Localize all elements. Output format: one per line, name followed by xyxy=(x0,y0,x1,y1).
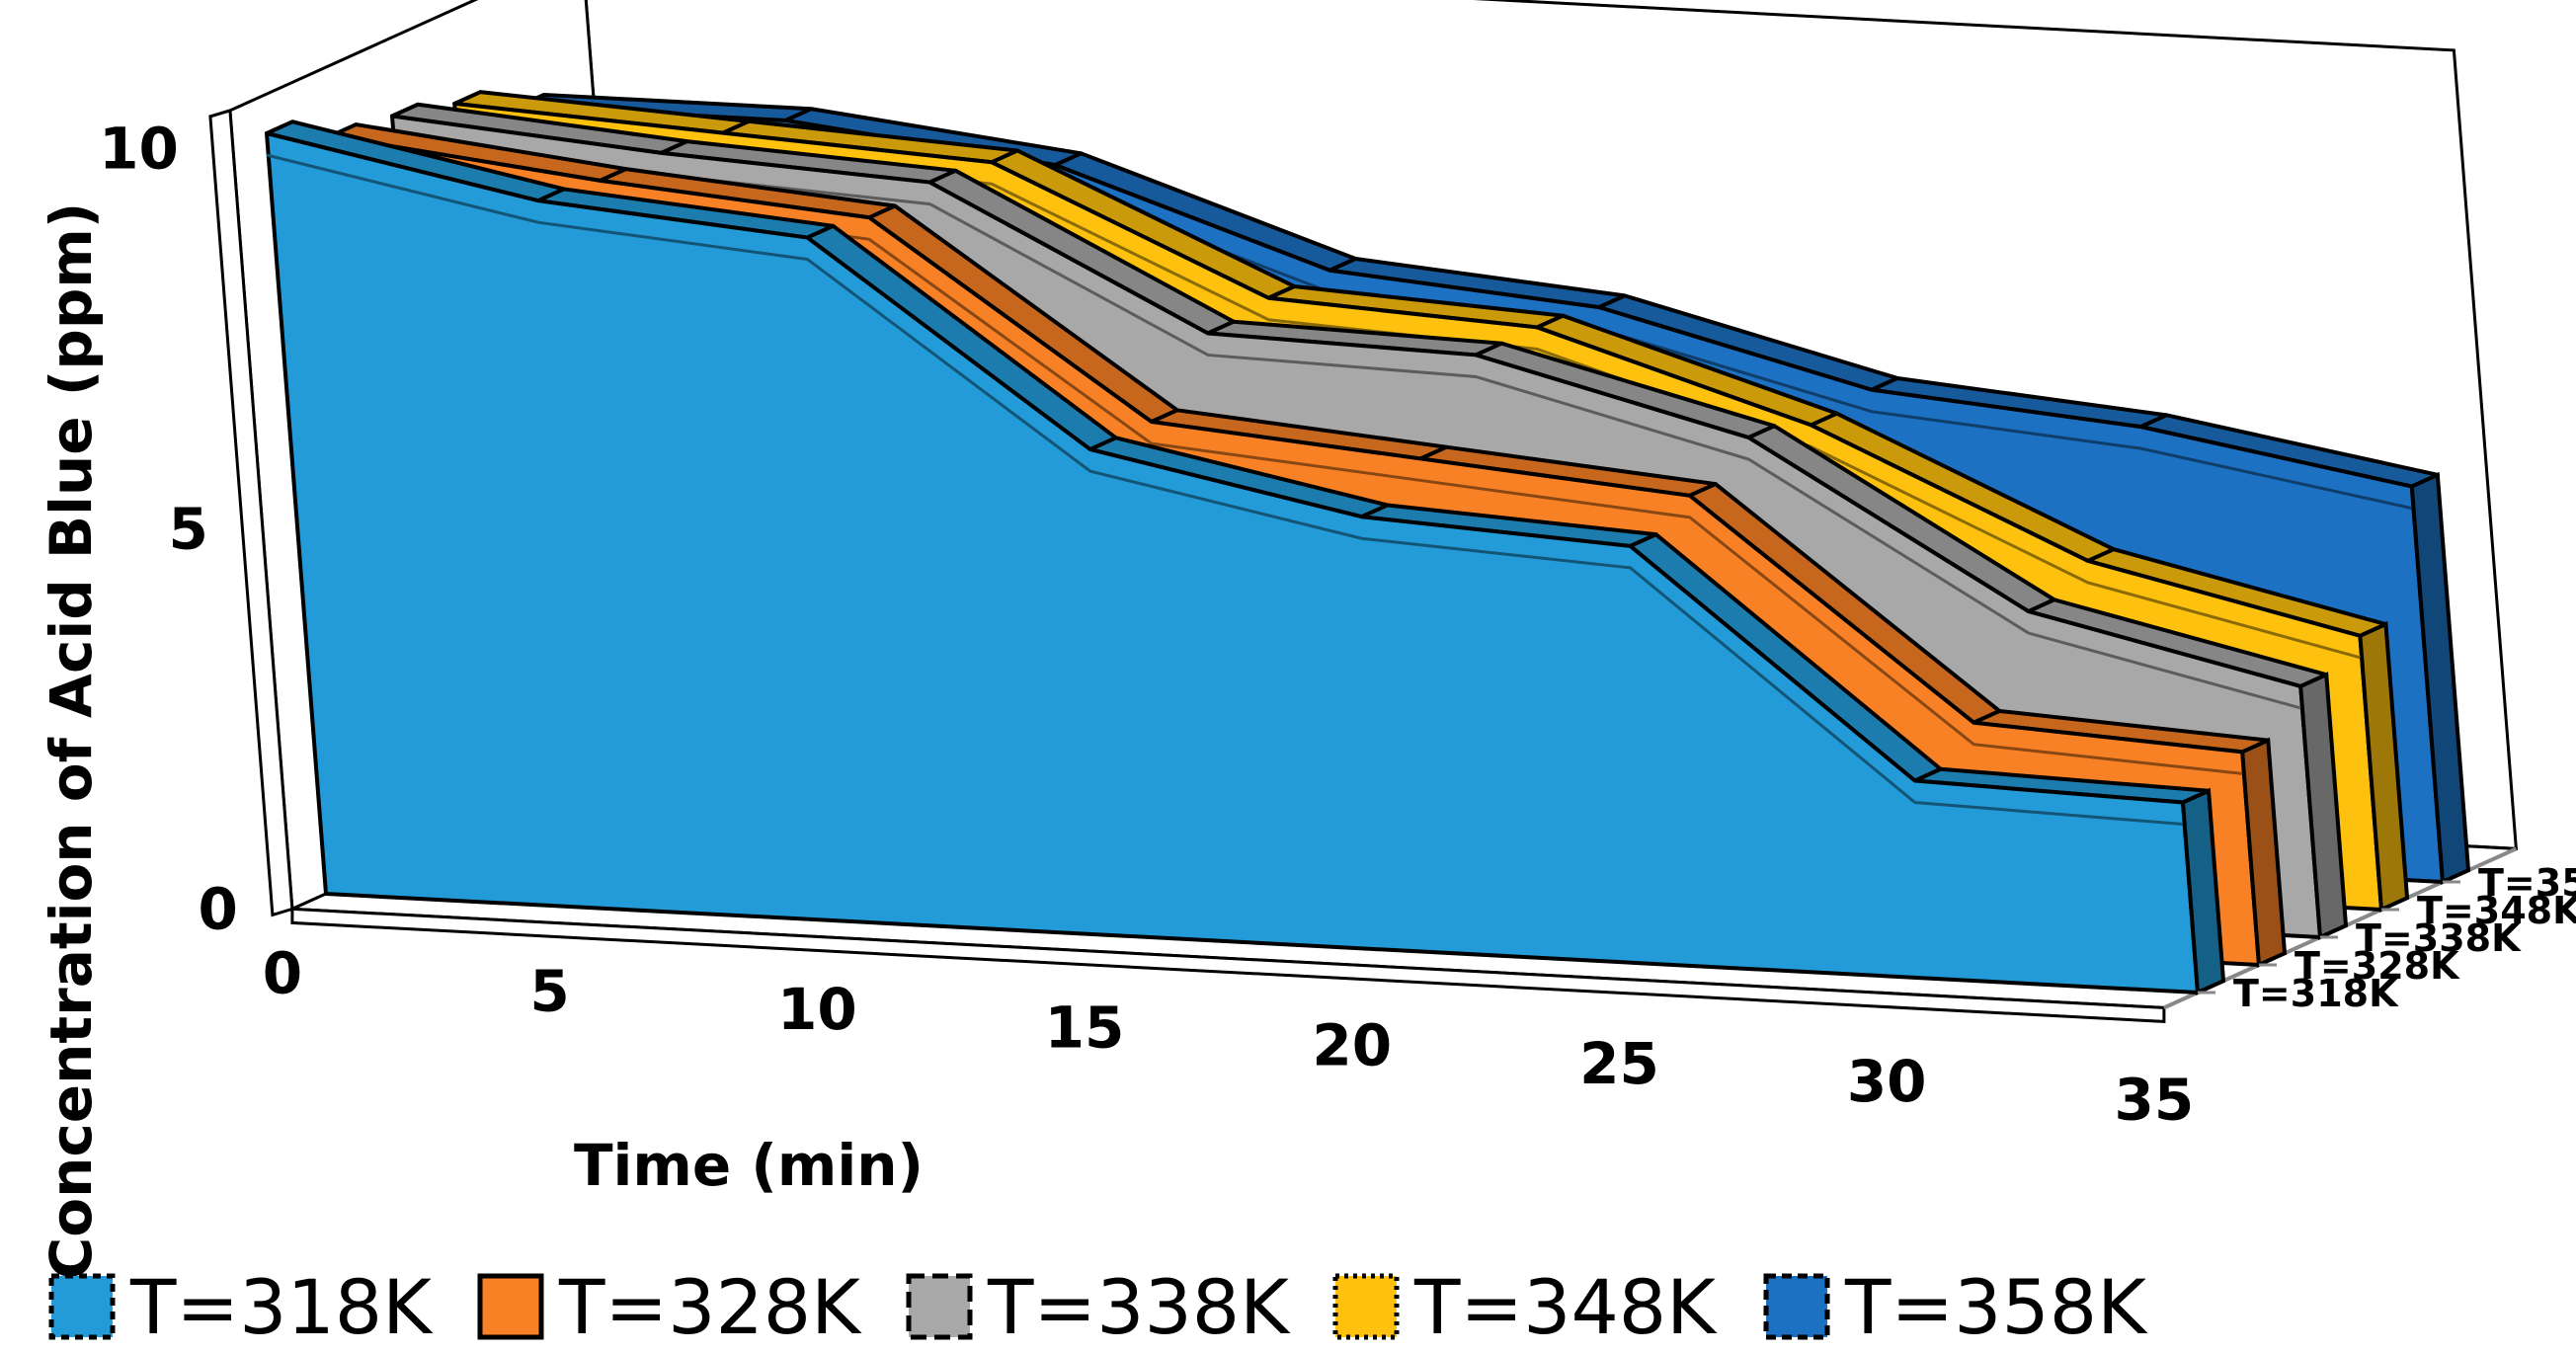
y-tick-label: 10 xyxy=(99,115,179,182)
series-depth-label: T=338K xyxy=(2356,916,2522,960)
y-axis-title: Concentration of Acid Blue (ppm) xyxy=(38,202,105,1280)
side-wall-edge xyxy=(208,108,294,917)
x-tick-label: 10 xyxy=(777,976,857,1043)
series-end-cap xyxy=(2409,471,2471,885)
legend-item: T=318K xyxy=(48,1263,434,1351)
legend-item: T=328K xyxy=(477,1263,862,1351)
legend-item: T=348K xyxy=(1332,1263,1718,1351)
series-front-face xyxy=(265,131,2200,995)
legend-swatch xyxy=(477,1273,544,1340)
series-depth-label: T=318K xyxy=(2233,972,2399,1015)
legend-label: T=338K xyxy=(987,1263,1291,1351)
legend-swatch xyxy=(906,1273,973,1340)
legend-label: T=358K xyxy=(1844,1263,2148,1351)
x-tick-label: 25 xyxy=(1579,1030,1659,1097)
chart-tick-labels: 0 5 10 15 20 25 30 35 0 5 10 xyxy=(99,115,2194,1133)
series-area-T=318K xyxy=(265,119,2226,995)
x-axis-title: Time (min) xyxy=(574,1132,924,1199)
x-tick-label: 15 xyxy=(1045,994,1125,1061)
legend-item: T=338K xyxy=(906,1263,1291,1351)
series-end-cap xyxy=(2240,737,2288,968)
series-edge-line xyxy=(266,153,2184,826)
series-end-cap xyxy=(2298,672,2349,940)
chart-series-areas xyxy=(265,90,2471,995)
x-tick-label: 30 xyxy=(1847,1048,1927,1115)
legend: T=318K T=328K T=338K T=348K T=358K xyxy=(48,1263,2148,1351)
series-end-cap xyxy=(2358,621,2410,913)
series-depth-label: T=328K xyxy=(2294,944,2460,988)
x-tick-label: 35 xyxy=(2115,1066,2195,1133)
series-depth-label: T=358K xyxy=(2478,861,2576,905)
legend-label: T=318K xyxy=(129,1263,434,1351)
legend-swatch xyxy=(48,1273,116,1340)
legend-label: T=328K xyxy=(558,1263,862,1351)
legend-item: T=358K xyxy=(1763,1263,2148,1351)
series-depth-label: T=348K xyxy=(2417,889,2576,932)
x-tick-label: 20 xyxy=(1312,1012,1392,1079)
floor-edge xyxy=(290,907,2166,1023)
x-tick-label: 5 xyxy=(529,958,569,1025)
y-tick-label: 0 xyxy=(199,875,238,942)
series-end-cap xyxy=(2180,787,2226,995)
y-tick-label: 5 xyxy=(169,495,208,562)
legend-label: T=348K xyxy=(1413,1263,1718,1351)
legend-swatch xyxy=(1763,1273,1830,1340)
legend-swatch xyxy=(1332,1273,1400,1340)
x-tick-label: 0 xyxy=(263,939,302,1006)
